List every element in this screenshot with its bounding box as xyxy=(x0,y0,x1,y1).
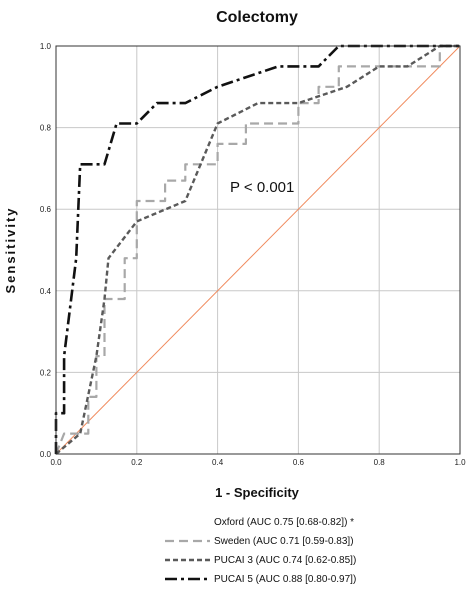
legend-entry-2: PUCAI 3 (AUC 0.74 [0.62-0.85]) xyxy=(214,555,356,566)
chart-title: Colectomy xyxy=(216,9,298,26)
y-tick-label: 0.0 xyxy=(40,450,52,459)
y-tick-label: 0.8 xyxy=(40,124,52,133)
series-line-2 xyxy=(55,44,460,455)
p-value-annotation: P < 0.001 xyxy=(230,179,294,196)
x-tick-label: 0.4 xyxy=(212,458,224,467)
y-tick-label: 1.0 xyxy=(40,42,52,51)
x-axis-title: 1 - Specificity xyxy=(215,485,300,500)
y-axis-title: Sensitivity xyxy=(3,206,18,293)
y-tick-label: 0.2 xyxy=(40,368,52,377)
x-tick-label: 0.6 xyxy=(293,458,305,467)
legend-entry-3: PUCAI 5 (AUC 0.88 [0.80-0.97]) xyxy=(214,574,356,585)
legend-entry-1: Sweden (AUC 0.71 [0.59-0.83]) xyxy=(214,536,354,547)
reference-diagonal-line xyxy=(55,45,461,455)
tick-labels: 0.0 0.2 0.4 0.6 0.8 1.0 0.0 0.2 0.4 0.6 0.8 1.0 xyxy=(40,42,466,467)
legend: Oxford (AUC 0.75 [0.68-0.82]) * Sweden (A… xyxy=(165,517,356,585)
x-tick-label: 0.2 xyxy=(131,458,143,467)
x-tick-label: 0.0 xyxy=(50,458,62,467)
plot-area-frame xyxy=(55,45,461,455)
series-lines xyxy=(54,44,460,455)
y-tick-label: 0.6 xyxy=(40,205,52,214)
x-tick-label: 0.8 xyxy=(374,458,386,467)
series-line-3 xyxy=(54,44,460,454)
y-tick-label: 0.4 xyxy=(40,287,52,296)
x-tick-label: 1.0 xyxy=(454,458,466,467)
series-line-1 xyxy=(54,44,460,455)
legend-entry-0: Oxford (AUC 0.75 [0.68-0.82]) * xyxy=(214,517,354,528)
